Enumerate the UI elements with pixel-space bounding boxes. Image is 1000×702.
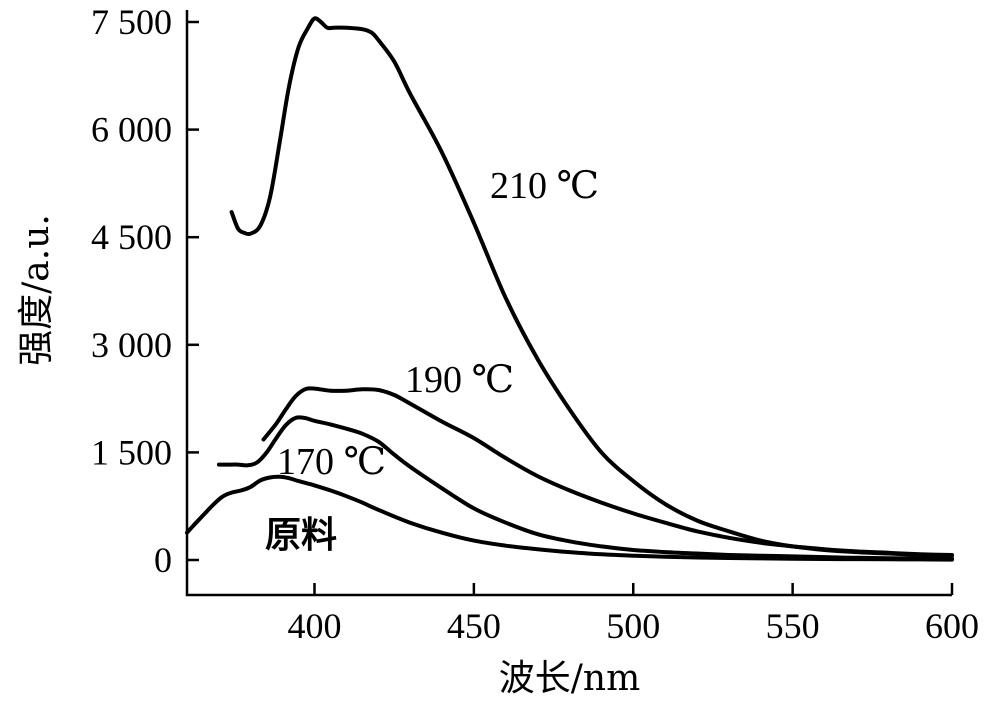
series-labels-group: 210 ℃ 190 ℃ 170 ℃ 原料: [265, 165, 599, 556]
x-tick-label: 400: [288, 606, 342, 646]
series-label-190c: 190 ℃: [405, 359, 514, 401]
series-label-raw: 原料: [265, 515, 337, 556]
x-ticks-group: 400 450 500 550 600: [288, 583, 979, 646]
y-axis-title: 强度/a.u.: [16, 214, 57, 366]
series-label-170c: 170 ℃: [277, 441, 386, 483]
y-tick-label: 3 000: [91, 325, 172, 365]
x-tick-label: 450: [447, 606, 501, 646]
series-170c-line: [216, 415, 954, 561]
series-190c-line: [261, 386, 954, 557]
x-tick-label: 500: [606, 606, 660, 646]
x-tick-label: 600: [925, 606, 979, 646]
y-tick-label: 7 500: [91, 2, 172, 42]
series-210c-line: [229, 16, 954, 558]
series-raw-line: [185, 474, 954, 562]
x-axis-title: 波长/nm: [499, 658, 640, 699]
y-tick-label: 1 500: [91, 432, 172, 472]
x-tick-label: 550: [766, 606, 820, 646]
y-tick-label: 0: [154, 540, 172, 580]
axis-frame: [185, 10, 952, 597]
series-label-210c: 210 ℃: [490, 165, 599, 207]
y-ticks-group: 0 1 500 3 000 4 500 6 000 7 500: [91, 2, 199, 580]
y-tick-label: 4 500: [91, 217, 172, 257]
y-tick-label: 6 000: [91, 110, 172, 150]
curves-group: [185, 16, 954, 562]
